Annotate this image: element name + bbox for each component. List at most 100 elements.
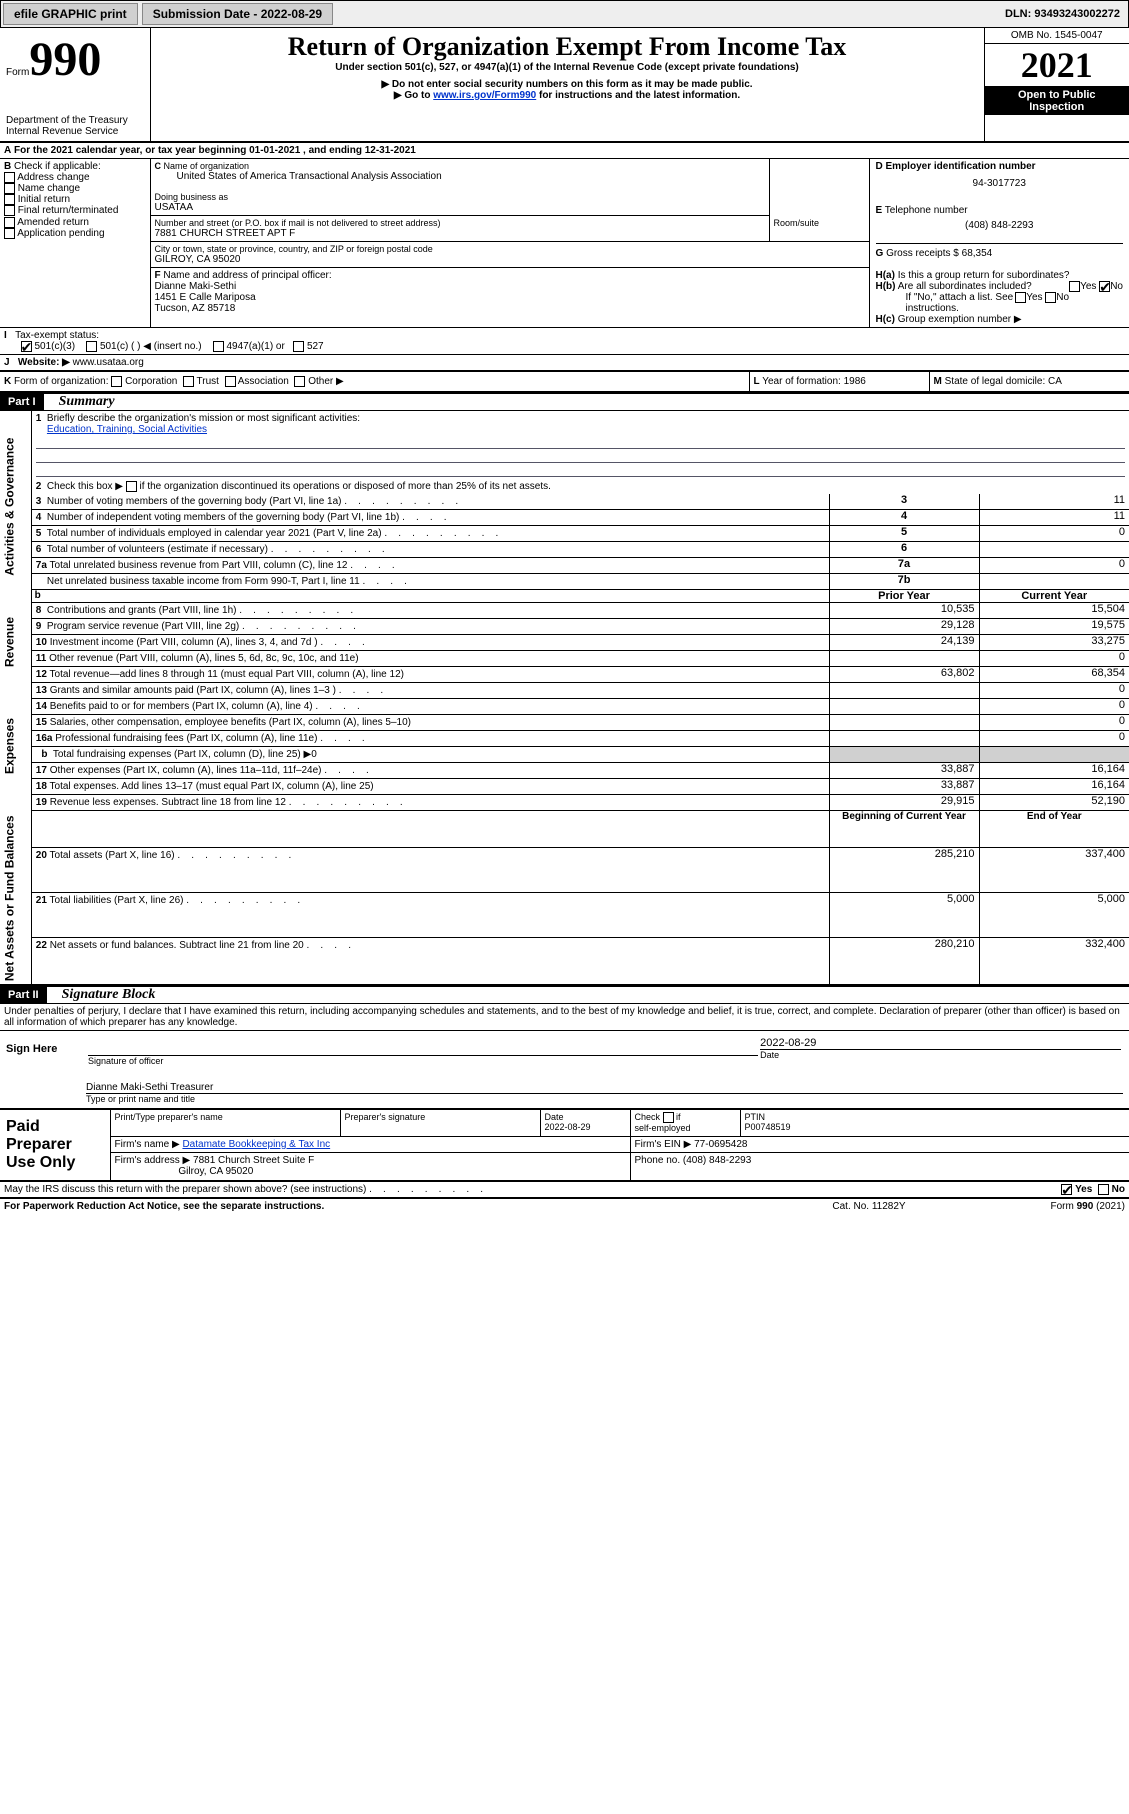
warning-2: ▶ Go to www.irs.gov/Form990 for instruct… (157, 90, 978, 101)
e16a-curr: 0 (979, 730, 1129, 746)
r11-text: Other revenue (Part VIII, column (A), li… (49, 653, 358, 664)
r10-text: Investment income (Part VIII, column (A)… (50, 637, 365, 648)
mission-label: Briefly describe the organization's miss… (47, 413, 360, 424)
dba-value: USATAA (155, 202, 765, 213)
assoc-checkbox[interactable] (225, 376, 236, 387)
application-pending-label: Application pending (17, 228, 104, 239)
name-change-checkbox[interactable] (4, 183, 15, 194)
phone-value: (408) 848-2293 (876, 220, 1124, 231)
row3-num: 3 (36, 496, 42, 507)
row7a-text: Total unrelated business revenue from Pa… (50, 560, 395, 571)
opt-501c3: 501(c)(3) (34, 341, 75, 352)
efile-print-button[interactable]: efile GRAPHIC print (3, 3, 138, 25)
sig-date-label: Date (760, 1049, 1121, 1060)
gross-receipts-value: 68,354 (962, 248, 993, 259)
ein-value: 94-3017723 (876, 178, 1124, 189)
e15-curr: 0 (979, 714, 1129, 730)
part2-header: Part II (0, 987, 47, 1003)
501c3-checkbox[interactable] (21, 341, 32, 352)
r12-prior: 63,802 (829, 666, 979, 682)
final-return-checkbox[interactable] (4, 205, 15, 216)
submission-date-label: Submission Date - 2022-08-29 (142, 3, 333, 25)
self-employed-checkbox[interactable] (663, 1112, 674, 1123)
firm-addr-label: Firm's address ▶ (115, 1155, 191, 1166)
form-footer: Form 990 (2021) (969, 1199, 1129, 1214)
mission-text[interactable]: Education, Training, Social Activities (47, 424, 207, 435)
discuss-no: No (1112, 1184, 1125, 1195)
ein-label: Employer identification number (886, 161, 1036, 172)
yes-label: Yes (1080, 281, 1096, 292)
part1-header: Part I (0, 394, 44, 410)
r12-curr: 68,354 (979, 666, 1129, 682)
return-title: Return of Organization Exempt From Incom… (157, 32, 978, 62)
ha-no-checkbox[interactable] (1099, 281, 1110, 292)
opt-4947: 4947(a)(1) or (226, 341, 284, 352)
part2-title: Signature Block (50, 987, 156, 1002)
r10-prior: 24,139 (829, 634, 979, 650)
city-label: City or town, state or province, country… (155, 244, 865, 254)
check-applicable-label: Check if applicable: (14, 161, 101, 172)
e13-curr: 0 (979, 682, 1129, 698)
irs-link[interactable]: www.irs.gov/Form990 (433, 90, 536, 101)
discuss-yes-checkbox[interactable] (1061, 1184, 1072, 1195)
sig-date-value: 2022-08-29 (760, 1037, 1121, 1049)
r9-prior: 29,128 (829, 618, 979, 634)
e16a-num: 16a (36, 733, 53, 744)
prep-date: 2022-08-29 (545, 1122, 591, 1132)
n21-begin: 5,000 (829, 892, 979, 937)
discuss-question: May the IRS discuss this return with the… (4, 1184, 483, 1195)
gross-receipts-label: Gross receipts $ (886, 248, 959, 259)
n20-text: Total assets (Part X, line 16) (50, 850, 292, 861)
row4-key: 4 (829, 509, 979, 525)
opt-trust: Trust (197, 376, 219, 387)
application-pending-checkbox[interactable] (4, 228, 15, 239)
r10-num: 10 (36, 637, 47, 648)
e19-prior: 29,915 (829, 794, 979, 810)
r8-num: 8 (36, 605, 42, 616)
dln-label: DLN: 93493243002272 (1005, 8, 1128, 20)
row7b-val (979, 573, 1129, 589)
row4-val: 11 (979, 509, 1129, 525)
4947-checkbox[interactable] (213, 341, 224, 352)
row7b-text: Net unrelated business taxable income fr… (47, 576, 407, 587)
r10-curr: 33,275 (979, 634, 1129, 650)
dept-label: Department of the Treasury (6, 115, 144, 126)
form-word: Form (6, 67, 29, 78)
no-label-2: No (1056, 292, 1069, 303)
other-checkbox[interactable] (294, 376, 305, 387)
phone-label: Telephone number (885, 205, 968, 216)
amended-return-checkbox[interactable] (4, 217, 15, 228)
e16b-curr (979, 746, 1129, 762)
e17-curr: 16,164 (979, 762, 1129, 778)
current-year-header: Current Year (979, 589, 1129, 602)
address-change-checkbox[interactable] (4, 172, 15, 183)
state-domicile-label: State of legal domicile: (945, 376, 1046, 387)
room-suite-label: Room/suite (769, 216, 869, 242)
501c-checkbox[interactable] (86, 341, 97, 352)
e14-text: Benefits paid to or for members (Part IX… (50, 701, 360, 712)
firm-phone: (408) 848-2293 (683, 1155, 751, 1166)
527-checkbox[interactable] (293, 341, 304, 352)
r9-curr: 19,575 (979, 618, 1129, 634)
e19-curr: 52,190 (979, 794, 1129, 810)
discontinued-checkbox[interactable] (126, 481, 137, 492)
officer-name: Dianne Maki-Sethi (155, 281, 865, 292)
printed-name-label: Type or print name and title (86, 1093, 1123, 1104)
ha-yes-checkbox[interactable] (1069, 281, 1080, 292)
initial-return-checkbox[interactable] (4, 194, 15, 205)
hb-no-checkbox[interactable] (1045, 292, 1056, 303)
sign-here-label: Sign Here (0, 1031, 80, 1109)
trust-checkbox[interactable] (183, 376, 194, 387)
form-org-label: Form of organization: (14, 376, 109, 387)
r9-text: Program service revenue (Part VIII, line… (47, 621, 356, 632)
corp-checkbox[interactable] (111, 376, 122, 387)
discuss-no-checkbox[interactable] (1098, 1184, 1109, 1195)
perjury-declaration: Under penalties of perjury, I declare th… (0, 1004, 1129, 1031)
r12-text: Total revenue—add lines 8 through 11 (mu… (50, 669, 404, 680)
summary-table: Activities & Governance 1 Briefly descri… (0, 411, 1129, 987)
hb-yes-checkbox[interactable] (1015, 292, 1026, 303)
state-domicile-value: CA (1048, 376, 1062, 387)
ptin-label: PTIN (745, 1112, 766, 1122)
firm-name-link[interactable]: Datamate Bookkeeping & Tax Inc (182, 1139, 330, 1150)
final-return-label: Final return/terminated (18, 206, 119, 217)
